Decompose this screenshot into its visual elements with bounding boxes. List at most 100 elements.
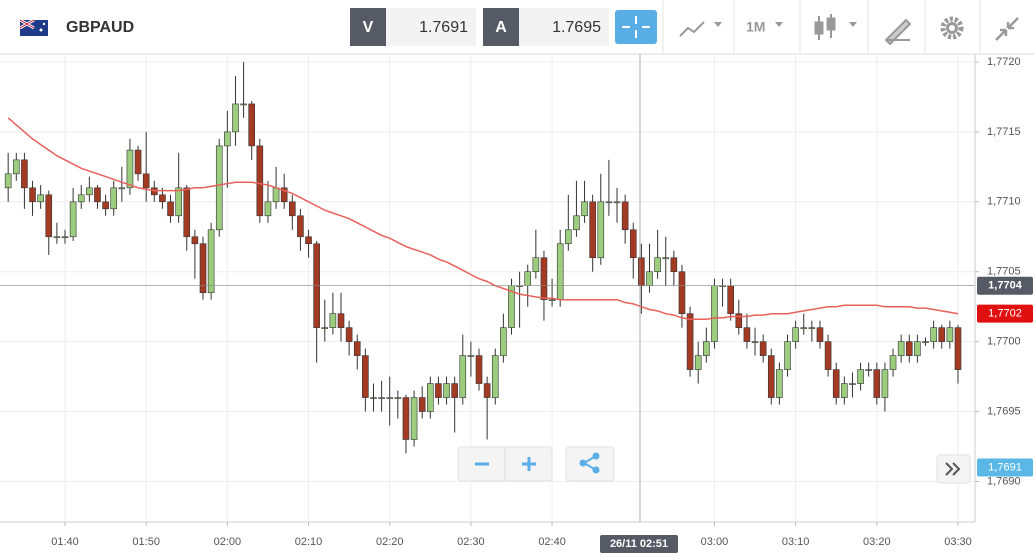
candle-down <box>353 341 361 356</box>
candle-up <box>4 173 12 189</box>
candle-up <box>605 201 613 204</box>
candle-down <box>21 159 28 189</box>
candle-up <box>930 327 937 342</box>
candle-up <box>264 201 272 217</box>
candle-down <box>727 285 734 314</box>
candle-up <box>922 341 929 343</box>
candle-down <box>402 397 410 440</box>
candle-up <box>118 187 126 190</box>
candle-down <box>686 313 694 370</box>
candle-down <box>435 383 442 398</box>
x-tick-label: 02:00 <box>214 536 242 548</box>
candle-down <box>362 355 369 398</box>
candle-up <box>207 229 215 293</box>
crosshair-button[interactable] <box>615 10 657 44</box>
candle-up <box>703 341 710 356</box>
candle-down <box>629 229 637 259</box>
candle-up <box>240 103 247 106</box>
zoom-in[interactable] <box>522 457 536 471</box>
candle-down <box>540 257 548 300</box>
candle-up <box>378 397 385 399</box>
draw-button[interactable] <box>884 18 912 46</box>
x-tick-label: 02:40 <box>538 536 566 548</box>
candle-up <box>897 341 905 356</box>
candle-down <box>418 397 426 412</box>
candle-up <box>751 341 759 343</box>
candle-down <box>134 149 142 175</box>
candle-up <box>565 229 572 245</box>
candle-up <box>889 355 897 370</box>
grid: 1,7720 1,7715 1,7710 1,7705 1,7700 1,7695 1,76… <box>0 55 1021 548</box>
candle-down <box>475 355 483 384</box>
candle-down <box>954 327 962 370</box>
candle-up <box>556 243 564 300</box>
chart-type-button[interactable] <box>679 21 722 37</box>
candle-up <box>841 383 848 398</box>
candle-down <box>621 201 629 231</box>
candle-up <box>272 187 280 203</box>
candle-down <box>759 341 767 356</box>
candle-down <box>305 236 312 245</box>
symbol[interactable]: GBPAUD <box>66 19 134 36</box>
candle-up <box>654 257 661 273</box>
bid-button[interactable] <box>350 8 386 46</box>
candle-down <box>191 236 199 245</box>
collapse-button[interactable] <box>995 17 1019 41</box>
candle-up <box>459 355 467 398</box>
x-tick-label: 03:20 <box>863 536 891 548</box>
candle-up <box>394 397 402 399</box>
candle-down <box>824 341 832 370</box>
candle-down <box>183 187 191 238</box>
timeframe[interactable]: 1M <box>746 19 765 35</box>
candle-up <box>69 201 77 238</box>
candle-down <box>337 313 345 328</box>
y-tick-label: 1,7695 <box>987 405 1021 417</box>
candle-up <box>597 201 605 259</box>
zoom-controls <box>457 446 971 484</box>
x-tick-label: 03:00 <box>701 536 729 548</box>
flag <box>19 18 48 36</box>
candle-up <box>792 327 799 342</box>
candle-down <box>832 369 840 398</box>
candle-down <box>29 187 36 203</box>
x-tick-label: 02:30 <box>457 536 485 548</box>
candle-up <box>443 383 450 398</box>
overlay: 1,7704 26/11 02:51 1,7702 1,7691 <box>0 276 1033 553</box>
candle-up <box>694 355 702 370</box>
candle-down <box>142 173 150 189</box>
candle-up <box>410 397 418 440</box>
settings-button[interactable] <box>940 16 964 40</box>
candle-up <box>800 327 808 329</box>
candle-up <box>500 327 507 356</box>
candle-up <box>12 159 20 175</box>
x-tick-label: 03:30 <box>944 536 972 548</box>
share-button[interactable] <box>565 446 615 482</box>
candle-up <box>532 257 540 273</box>
candle-up <box>849 383 856 385</box>
plot <box>4 61 962 454</box>
ask-button[interactable] <box>483 8 519 46</box>
y-tick-label: 1,7705 <box>987 266 1021 278</box>
crosshair-time-label: 26/11 02:51 <box>610 538 668 550</box>
y-tick-label: 1,7720 <box>987 56 1021 68</box>
scroll-end-button[interactable] <box>936 454 971 484</box>
candle-up <box>37 194 44 203</box>
candle-down <box>159 194 166 203</box>
ask-label: A <box>495 19 507 36</box>
candle-style-button[interactable] <box>814 14 857 40</box>
x-tick-label: 02:20 <box>376 536 404 548</box>
timeframe-arrow <box>775 22 783 27</box>
candle-up <box>524 271 532 287</box>
candle-up <box>86 187 93 196</box>
price-label: 1,7691 <box>988 461 1022 473</box>
candle-down <box>280 187 288 203</box>
crosshair-price-box <box>977 276 1033 295</box>
candle-down <box>589 201 596 259</box>
candle-down <box>256 145 264 217</box>
candle-up <box>581 201 588 217</box>
bid-label: V <box>363 19 374 36</box>
candle-up <box>646 271 653 287</box>
candle-down <box>45 194 53 238</box>
y-tick-label: 1,7690 <box>987 475 1021 487</box>
